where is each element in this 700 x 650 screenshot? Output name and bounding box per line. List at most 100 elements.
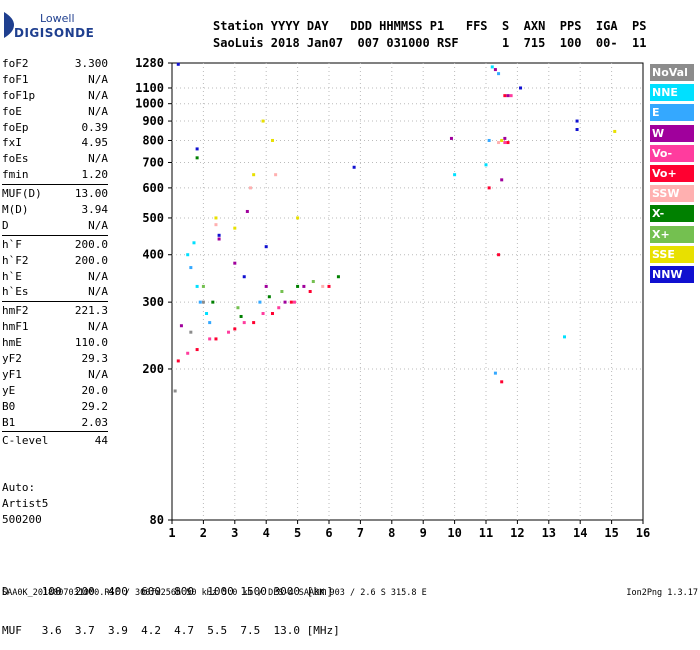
param-value: 110.0 bbox=[74, 336, 108, 350]
data-point bbox=[201, 300, 205, 304]
panel-separator bbox=[2, 431, 108, 433]
legend-item: E bbox=[650, 104, 694, 122]
x-tick-label: 11 bbox=[479, 526, 493, 540]
y-tick-label: 1100 bbox=[135, 81, 164, 95]
data-point bbox=[242, 275, 246, 279]
param-value: N/A bbox=[88, 104, 108, 118]
param-row: B1 2.03 bbox=[2, 415, 108, 431]
param-value: N/A bbox=[88, 320, 108, 334]
data-point bbox=[503, 94, 507, 98]
data-point bbox=[217, 233, 221, 237]
param-value: 20.0 bbox=[81, 383, 109, 397]
data-point bbox=[270, 312, 274, 316]
param-row: hmF2 221.3 bbox=[2, 303, 108, 319]
panel-separator bbox=[2, 301, 108, 303]
data-point bbox=[201, 284, 205, 288]
x-tick-label: 9 bbox=[420, 526, 427, 540]
y-tick-label: 300 bbox=[142, 295, 164, 309]
data-point bbox=[497, 141, 501, 145]
data-point bbox=[292, 300, 296, 304]
param-value: N/A bbox=[88, 218, 108, 232]
data-point bbox=[214, 337, 218, 341]
x-tick-label: 7 bbox=[357, 526, 364, 540]
param-row: hmE 110.0 bbox=[2, 335, 108, 351]
data-point bbox=[327, 284, 331, 288]
y-tick-label: 700 bbox=[142, 155, 164, 169]
param-name: foE bbox=[2, 104, 22, 118]
data-point bbox=[192, 241, 196, 245]
legend-item: SSW bbox=[650, 185, 694, 203]
param-value: 200.0 bbox=[74, 253, 108, 267]
legend-item: W bbox=[650, 124, 694, 142]
data-point bbox=[270, 138, 274, 142]
data-point bbox=[336, 275, 340, 279]
data-point bbox=[205, 312, 209, 316]
param-name: foEs bbox=[2, 152, 29, 166]
data-point bbox=[208, 337, 212, 341]
param-row: fxI 4.95 bbox=[2, 135, 108, 151]
data-point bbox=[509, 94, 513, 98]
param-value: N/A bbox=[88, 285, 108, 299]
data-point bbox=[198, 300, 202, 304]
param-row: fmin 1.20 bbox=[2, 167, 108, 183]
header-columns: Station YYYY DAY DDD HHMMSS P1 FFS S AXN… bbox=[213, 19, 647, 33]
param-row: foF1p N/A bbox=[2, 88, 108, 104]
param-name: fxI bbox=[2, 136, 22, 150]
data-point bbox=[575, 119, 579, 123]
data-point bbox=[497, 72, 501, 76]
y-tick-label: 200 bbox=[142, 362, 164, 376]
data-point bbox=[239, 314, 243, 318]
data-point bbox=[233, 327, 237, 331]
data-point bbox=[211, 300, 215, 304]
data-point bbox=[186, 253, 190, 257]
legend-item: NoVal bbox=[650, 64, 694, 81]
data-point bbox=[311, 280, 315, 284]
param-name: hmE bbox=[2, 336, 22, 350]
data-point bbox=[575, 128, 579, 132]
data-point bbox=[261, 312, 265, 316]
data-point bbox=[500, 380, 504, 384]
x-tick-label: 1 bbox=[168, 526, 175, 540]
param-row: foF2 3.300 bbox=[2, 56, 108, 72]
data-point bbox=[449, 136, 453, 140]
x-tick-label: 15 bbox=[604, 526, 618, 540]
data-point bbox=[500, 138, 504, 142]
data-point bbox=[503, 141, 507, 145]
data-point bbox=[274, 173, 278, 177]
param-name: C-level bbox=[2, 434, 49, 448]
data-point bbox=[227, 330, 231, 334]
auto-program: Artist5 bbox=[2, 497, 49, 510]
param-row: MUF(D) 13.00 bbox=[2, 186, 108, 202]
x-tick-label: 6 bbox=[325, 526, 332, 540]
param-name: fmin bbox=[2, 168, 29, 182]
data-point bbox=[308, 290, 312, 293]
y-tick-label: 900 bbox=[142, 114, 164, 128]
polarization-legend: NoVal NNE E W Vo- Vo+ SSW X- X+ SSE NNW bbox=[650, 64, 694, 286]
param-name: h`Es bbox=[2, 285, 29, 299]
logo-mark-icon bbox=[4, 12, 14, 38]
data-point bbox=[490, 65, 494, 69]
x-tick-label: 5 bbox=[294, 526, 301, 540]
param-name: foF1 bbox=[2, 72, 29, 86]
legend-item: NNW bbox=[650, 265, 694, 283]
data-point bbox=[176, 62, 180, 66]
param-value: 29.2 bbox=[81, 399, 109, 413]
param-row: B0 29.2 bbox=[2, 399, 108, 415]
data-point bbox=[321, 284, 325, 288]
data-point bbox=[252, 321, 256, 325]
param-value: 200.0 bbox=[74, 237, 108, 251]
param-row: D N/A bbox=[2, 218, 108, 234]
x-tick-label: 12 bbox=[510, 526, 524, 540]
param-value: 3.94 bbox=[81, 203, 109, 217]
param-value: 13.00 bbox=[74, 187, 108, 201]
data-point bbox=[258, 300, 262, 304]
param-row: foEs N/A bbox=[2, 151, 108, 167]
data-point bbox=[189, 330, 193, 334]
param-row: M(D) 3.94 bbox=[2, 202, 108, 218]
param-name: h`E bbox=[2, 269, 22, 283]
data-point bbox=[563, 335, 566, 339]
data-point bbox=[497, 253, 501, 257]
data-point bbox=[245, 209, 249, 213]
param-name: yE bbox=[2, 383, 16, 397]
data-point bbox=[493, 68, 497, 72]
